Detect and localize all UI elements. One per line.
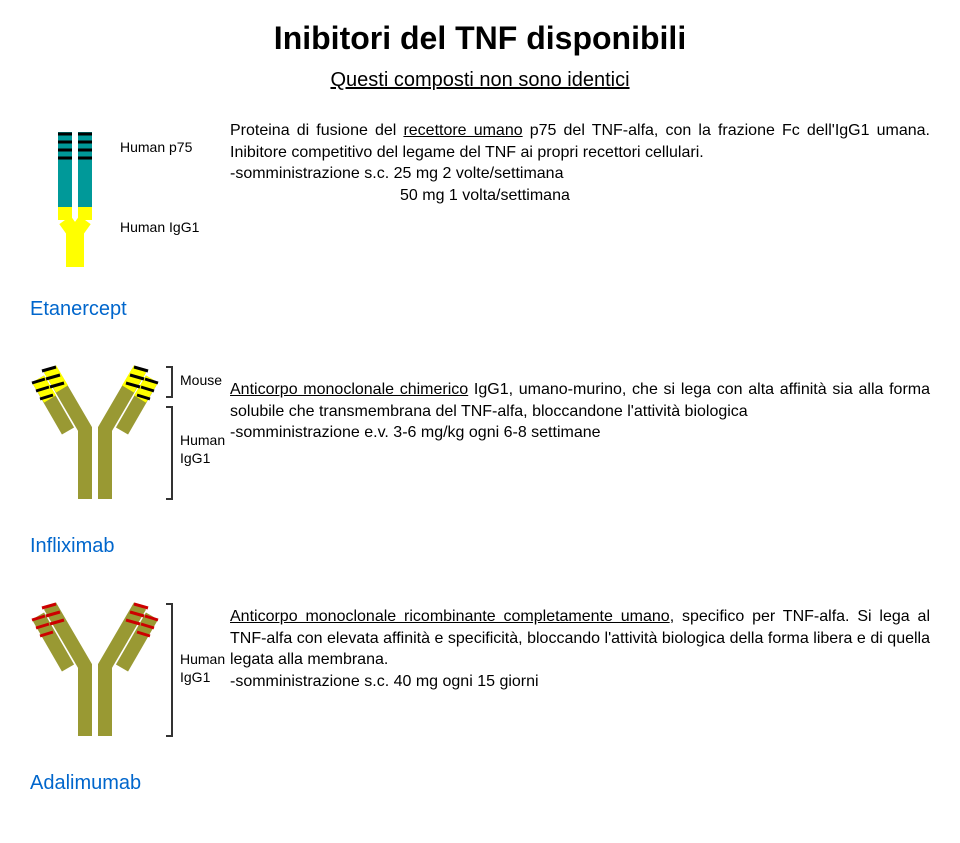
infliximab-label-top: Mouse — [180, 372, 222, 388]
infliximab-figure: Mouse Human IgG1 Infliximab — [30, 349, 230, 558]
adalimumab-row: Human IgG1 Adalimumab Anticorpo monoclon… — [30, 586, 930, 795]
adalimumab-label-2: IgG1 — [180, 669, 211, 685]
infliximab-row: Mouse Human IgG1 Infliximab Anticorpo mo… — [30, 349, 930, 558]
infliximab-dose: -somministrazione e.v. 3-6 mg/kg ogni 6-… — [230, 422, 930, 444]
etanercept-figure: Human p75 Human IgG1 Etanercept — [30, 112, 230, 321]
infliximab-label-bottom-2: IgG1 — [180, 450, 211, 466]
etanercept-lead: recettore umano — [403, 122, 522, 139]
infliximab-description: Anticorpo monoclonale chimerico IgG1, um… — [230, 349, 930, 444]
etanercept-desc-pre: Proteina di fusione del — [230, 122, 403, 139]
adalimumab-figure: Human IgG1 Adalimumab — [30, 586, 230, 795]
etanercept-dose2: 50 mg 1 volta/settimana — [230, 185, 930, 207]
etanercept-description: Proteina di fusione del recettore umano … — [230, 112, 930, 206]
page-title: Inibitori del TNF disponibili — [30, 20, 930, 57]
etanercept-label-top: Human p75 — [120, 139, 193, 155]
page-subtitle: Questi composti non sono identici — [30, 69, 930, 92]
infliximab-lead: Anticorpo monoclonale chimerico — [230, 381, 468, 398]
etanercept-row: Human p75 Human IgG1 Etanercept Proteina… — [30, 112, 930, 321]
etanercept-dose1: -somministrazione s.c. 25 mg 2 volte/set… — [230, 163, 930, 185]
etanercept-label-bottom: Human IgG1 — [120, 219, 200, 235]
infliximab-label-bottom-1: Human — [180, 432, 225, 448]
adalimumab-lead: Anticorpo monoclonale ricombinante compl… — [230, 608, 670, 625]
infliximab-name: Infliximab — [30, 535, 230, 558]
adalimumab-dose: -somministrazione s.c. 40 mg ogni 15 gio… — [230, 671, 930, 693]
adalimumab-label-1: Human — [180, 651, 225, 667]
adalimumab-name: Adalimumab — [30, 772, 230, 795]
etanercept-name: Etanercept — [30, 298, 230, 321]
adalimumab-description: Anticorpo monoclonale ricombinante compl… — [230, 586, 930, 692]
